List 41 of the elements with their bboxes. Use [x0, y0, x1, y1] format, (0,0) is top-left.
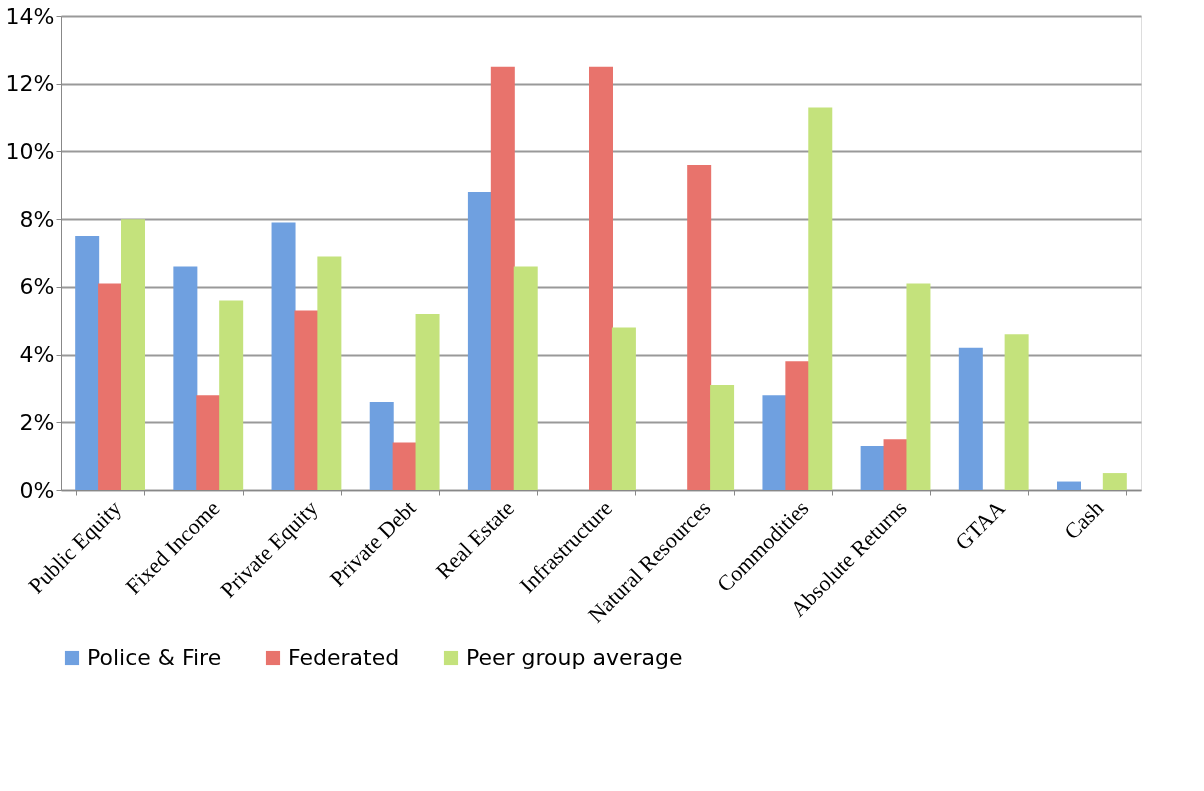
bar — [467, 192, 492, 490]
bar — [906, 283, 931, 490]
bar — [710, 385, 735, 490]
bar — [219, 300, 244, 490]
bar — [392, 442, 417, 490]
bar — [196, 395, 221, 490]
y-tick-label: 10% — [5, 138, 55, 164]
bar — [762, 395, 787, 490]
y-tick-label: 6% — [19, 274, 55, 300]
bar — [294, 310, 319, 490]
legend-label: Peer group average — [466, 645, 683, 670]
bar — [415, 313, 440, 490]
legend-label: Federated — [288, 645, 400, 670]
y-tick-label: 14% — [5, 3, 55, 29]
x-tick-label: Cash — [1059, 495, 1108, 545]
bar — [98, 283, 123, 490]
bar — [860, 445, 885, 490]
bar — [121, 219, 145, 490]
bar — [611, 327, 636, 490]
bar — [490, 66, 515, 490]
bar — [1004, 334, 1029, 490]
bar — [589, 66, 613, 490]
bar — [808, 107, 833, 490]
y-tick-label: 4% — [19, 342, 55, 368]
legend-label: Police & Fire — [87, 645, 222, 670]
bar — [1102, 473, 1127, 490]
y-tick-label: 2% — [19, 409, 55, 435]
bar — [1057, 481, 1081, 490]
y-tick-label: 8% — [19, 206, 55, 232]
y-tick-label: 12% — [5, 71, 55, 97]
bar — [369, 401, 394, 490]
bar — [173, 266, 198, 490]
bar — [317, 256, 342, 490]
y-tick-label: 0% — [19, 477, 55, 503]
bar — [785, 361, 810, 490]
bar — [883, 439, 908, 490]
bar — [958, 347, 983, 490]
bar — [271, 222, 296, 490]
bar — [75, 236, 100, 490]
bar — [513, 266, 538, 490]
bar — [687, 164, 712, 490]
